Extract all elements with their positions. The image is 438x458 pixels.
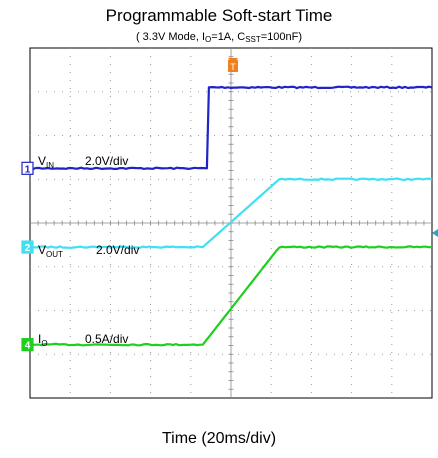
trace-scale-vout: 2.0V/div <box>96 243 139 257</box>
trace-scale-vin: 2.0V/div <box>85 154 128 168</box>
right-edge-marker <box>432 229 438 237</box>
subtitle-part-3: =1A, C <box>211 31 246 43</box>
trace-io <box>29 245 433 347</box>
x-axis-label: Time (20ms/div) <box>161 430 277 447</box>
trace-label-sub: IN <box>46 161 54 170</box>
trace-label-io: IO <box>38 332 48 348</box>
trace-label-vin: VIN <box>38 154 54 170</box>
trace-label-sub: OUT <box>46 250 63 259</box>
chart-subtitle: ( 3.3V Mode, IO=1A, CSST=100nF) <box>0 30 438 47</box>
channel-marker-box <box>21 338 34 352</box>
trace-vin <box>29 85 433 170</box>
trace-label-main: V <box>38 243 46 257</box>
channel-markers: 1 2 4 <box>21 161 34 352</box>
channel-marker-number: 1 <box>25 164 31 175</box>
channel-marker-number: 2 <box>25 243 31 254</box>
chart-title: Programmable Soft-start Time <box>105 6 333 25</box>
trigger-marker-label: T <box>230 62 236 72</box>
trace-label-vout: VOUT <box>38 243 63 259</box>
trace-scale-io: 0.5A/div <box>85 332 128 346</box>
trigger-marker: T <box>228 58 238 72</box>
traces <box>29 85 433 347</box>
channel-marker-2: 2 <box>21 240 34 254</box>
channel-marker-box <box>21 161 34 175</box>
subtitle-part-1: ( 3.3V Mode, I <box>135 31 206 43</box>
trace-vout <box>29 177 433 249</box>
subtitle-part-4: SST <box>245 35 261 44</box>
trace-label-main: I <box>38 332 41 346</box>
channel-marker-1: 1 <box>21 161 34 175</box>
trace-label-main: V <box>38 154 46 168</box>
channel-marker-box <box>21 240 34 254</box>
channel-marker-4: 4 <box>21 338 34 352</box>
channel-marker-number: 4 <box>25 341 31 352</box>
subtitle-part-2: O <box>205 35 212 44</box>
trace-label-sub: O <box>41 339 47 348</box>
subtitle-part-5: =100nF) <box>260 31 303 43</box>
